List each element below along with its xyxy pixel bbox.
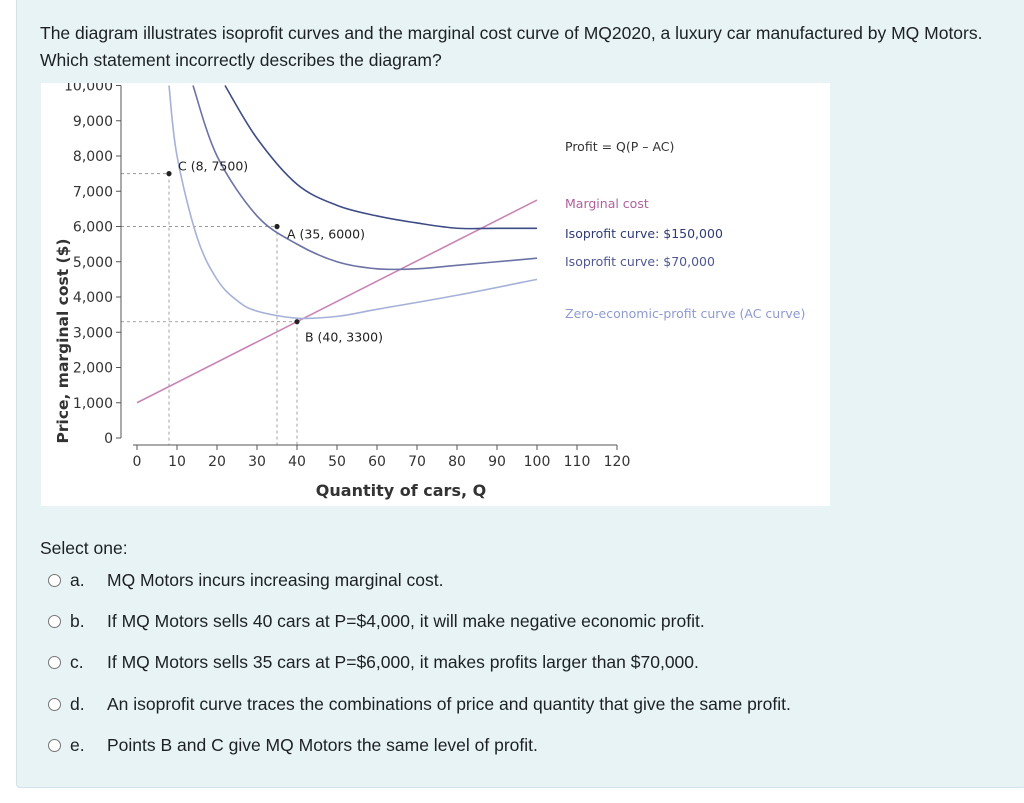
x-tick-label: 30 xyxy=(248,454,266,470)
y-tick-label: 4,000 xyxy=(73,290,113,306)
y-tick-label: 1,000 xyxy=(73,396,113,412)
option-text: If MQ Motors sells 40 cars at P=$4,000, … xyxy=(107,610,705,631)
isoprofit-150000-curve xyxy=(224,85,537,230)
radio-icon[interactable] xyxy=(48,738,61,752)
radio-icon[interactable] xyxy=(48,573,61,587)
x-tick-label: 50 xyxy=(328,454,346,470)
radio-icon[interactable] xyxy=(48,655,61,669)
option-a[interactable]: a. MQ Motors incurs increasing marginal … xyxy=(48,566,444,594)
option-text: MQ Motors incurs increasing marginal cos… xyxy=(107,569,444,590)
y-tick-label: 2,000 xyxy=(73,361,113,377)
series-label: Zero-economic-profit curve (AC curve) xyxy=(565,306,805,321)
radio-icon[interactable] xyxy=(48,614,61,628)
option-d[interactable]: d. An isoprofit curve traces the combina… xyxy=(48,690,791,718)
y-tick-label: 6,000 xyxy=(73,220,113,236)
isoprofit-70000-curve xyxy=(192,85,538,271)
y-tick-label: 3,000 xyxy=(73,325,113,341)
point-label: B (40, 3300) xyxy=(305,330,383,345)
point-label: A (35, 6000) xyxy=(287,227,365,242)
y-axis-label: Price, marginal cost ($) xyxy=(54,239,72,444)
radio-icon[interactable] xyxy=(48,697,61,711)
x-tick-label: 120 xyxy=(604,454,631,470)
question-text: The diagram illustrates isoprofit curves… xyxy=(40,23,983,70)
option-letter: c. xyxy=(70,651,84,672)
option-letter: d. xyxy=(70,693,85,714)
x-tick-label: 90 xyxy=(488,454,506,470)
option-letter: e. xyxy=(70,734,85,755)
economics-diagram: 0 1,000 2,000 3,000 4,000 5,000 6,000 7,000 8,00… xyxy=(41,83,830,506)
zero-profit-ac-curve xyxy=(168,85,538,320)
point-marker xyxy=(294,319,300,325)
point-marker xyxy=(166,171,172,177)
y-tick-label: 0 xyxy=(104,431,113,447)
series-label: Marginal cost xyxy=(565,196,649,211)
option-text: An isoprofit curve traces the combinatio… xyxy=(107,693,791,714)
x-tick-label: 70 xyxy=(408,454,426,470)
y-tick-label: 8,000 xyxy=(73,149,113,165)
chart: 0 1,000 2,000 3,000 4,000 5,000 6,000 7,000 8,00… xyxy=(54,83,805,500)
profit-formula-label: Profit = Q(P – AC) xyxy=(565,139,674,154)
point-label: C (8, 7500) xyxy=(178,159,248,174)
x-tick-label: 110 xyxy=(564,454,591,470)
x-tick-label: 0 xyxy=(133,454,142,470)
x-tick-label: 40 xyxy=(288,454,306,470)
x-axis-label: Quantity of cars, Q xyxy=(316,481,486,500)
series-label: Isoprofit curve: $150,000 xyxy=(565,226,723,241)
select-one-label: Select one: xyxy=(40,538,128,558)
option-c[interactable]: c. If MQ Motors sells 35 cars at P=$6,00… xyxy=(48,648,699,676)
option-b[interactable]: b. If MQ Motors sells 40 cars at P=$4,00… xyxy=(48,607,705,635)
y-tick-label: 5,000 xyxy=(73,255,113,271)
x-tick-label: 100 xyxy=(524,454,551,470)
x-tick-label: 60 xyxy=(368,454,386,470)
option-e[interactable]: e. Points B and C give MQ Motors the sam… xyxy=(48,731,538,759)
option-letter: b. xyxy=(70,610,85,631)
y-tick-label: 10,000 xyxy=(64,83,113,95)
x-tick-label: 80 xyxy=(448,454,466,470)
option-text: Points B and C give MQ Motors the same l… xyxy=(107,734,538,755)
y-tick-label: 7,000 xyxy=(73,184,113,200)
series-label: Isoprofit curve: $70,000 xyxy=(565,254,715,269)
x-tick-label: 10 xyxy=(168,454,186,470)
point-marker xyxy=(274,223,280,230)
option-letter: a. xyxy=(70,569,85,590)
y-tick-label: 9,000 xyxy=(73,114,113,130)
option-text: If MQ Motors sells 35 cars at P=$6,000, … xyxy=(107,651,699,672)
x-tick-label: 20 xyxy=(208,454,226,470)
